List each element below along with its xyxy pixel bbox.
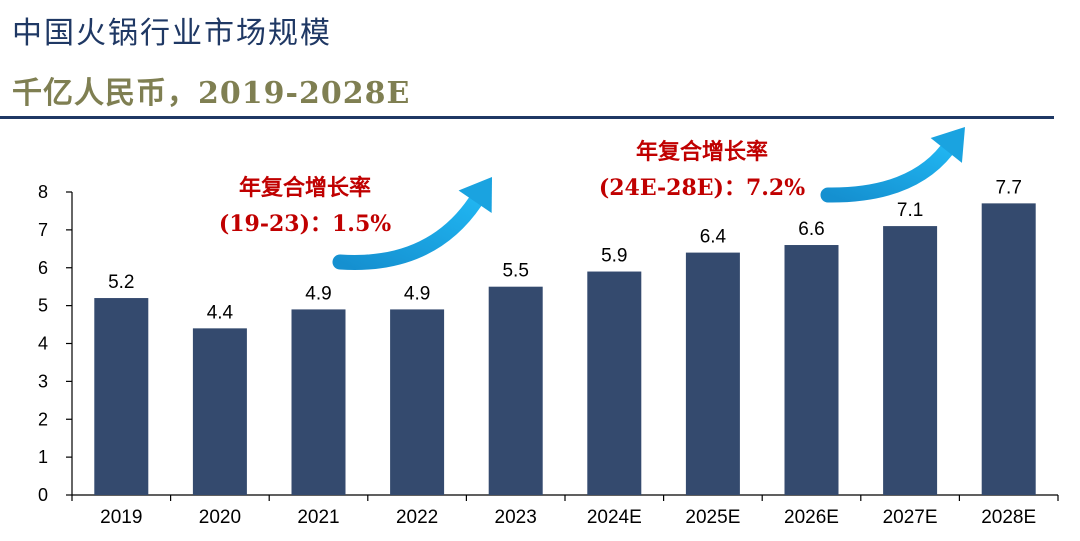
x-tick-label: 2021 [297,507,339,528]
x-tick-label: 2026E [784,507,839,528]
x-tick-label: 2025E [685,507,740,528]
cagr-2-label: 年复合增长率 [635,139,768,165]
x-tick-label: 2022 [396,507,438,528]
bar-2021 [291,309,346,495]
x-tick-label: 2028E [981,507,1036,528]
bar-2019 [94,298,149,495]
bar-2024E [587,271,642,495]
cagr-1-value: (19-23)：1.5% [218,211,392,237]
y-tick-label: 5 [38,296,48,316]
y-tick-label: 6 [38,258,48,278]
y-tick-label: 2 [38,409,48,429]
bar-2028E [981,203,1036,496]
trend-arrow-1-shaft [332,194,483,270]
bar-2025E [685,252,740,495]
bar-2023 [488,286,543,495]
data-label: 4.9 [404,283,430,304]
trend-arrow-1-head [458,177,492,214]
data-label: 6.6 [798,219,824,240]
chart-subtitle: 千亿人民币，2019-2028E [12,76,411,111]
data-label: 5.5 [502,261,528,282]
y-tick-label: 4 [38,334,48,354]
bar-2026E [784,245,839,495]
x-tick-label: 2024E [587,507,642,528]
data-label: 6.4 [700,227,727,248]
x-tick-label: 2023 [495,507,537,528]
y-tick-label: 1 [38,447,48,467]
y-tick-label: 3 [38,371,48,391]
cagr-annotation-1: 年复合增长率 (19-23)：1.5% [205,170,405,242]
x-tick-label: 2027E [883,507,938,528]
trend-arrow-2-shaft [820,142,954,203]
y-tick-label: 0 [38,485,48,505]
trend-arrow-2-head [930,127,965,163]
cagr-1-label: 年复合增长率 [238,175,371,201]
data-label: 7.7 [995,177,1021,198]
cagr-2-value: (24E-28E)：7.2% [598,175,806,201]
bar-2020 [192,328,247,495]
x-tick-label: 2020 [199,507,241,528]
data-label: 7.1 [897,200,923,221]
cagr-annotation-2: 年复合增长率 (24E-28E)：7.2% [592,134,812,206]
data-label: 4.4 [207,302,234,323]
data-label: 5.9 [601,246,627,267]
bar-2027E [883,226,938,495]
data-label: 5.2 [108,272,134,293]
y-tick-label: 8 [38,182,48,202]
y-tick-label: 7 [38,220,48,240]
data-label: 4.9 [305,283,331,304]
x-tick-label: 2019 [100,507,142,528]
header-divider [0,116,1054,119]
trend-arrow-2 [820,127,965,203]
trend-arrow-1 [332,177,492,270]
bar-2022 [390,309,445,495]
chart-title: 中国火锅行业市场规模 [12,16,332,51]
